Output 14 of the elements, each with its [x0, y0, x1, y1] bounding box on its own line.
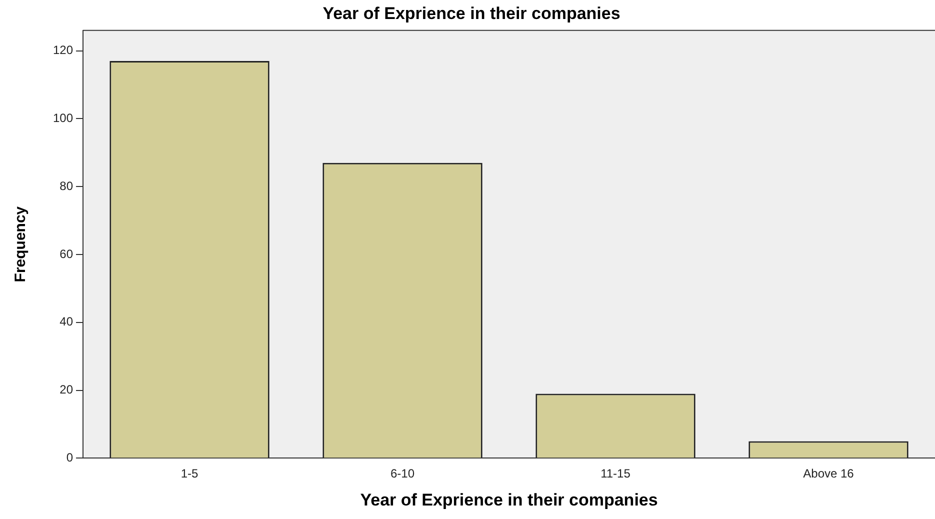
- x-tick-label: 11-15: [600, 466, 631, 481]
- y-tick-label: 120: [52, 43, 74, 58]
- y-tick-label: 0: [66, 450, 74, 465]
- x-axis-title: Year of Exprience in their companies: [360, 490, 658, 510]
- y-axis-title: Frequency: [12, 206, 30, 282]
- x-tick-label: Above 16: [803, 466, 854, 481]
- y-tick-label: 60: [60, 246, 74, 261]
- y-tick-label: 80: [60, 178, 74, 193]
- y-tick-label: 40: [60, 314, 74, 329]
- chart-title: Year of Exprience in their companies: [322, 4, 620, 23]
- y-tick-label: 20: [60, 382, 74, 397]
- x-tick-label: 6-10: [390, 466, 415, 481]
- y-tick-label: 100: [52, 110, 74, 125]
- x-tick-label: 1-5: [180, 466, 199, 481]
